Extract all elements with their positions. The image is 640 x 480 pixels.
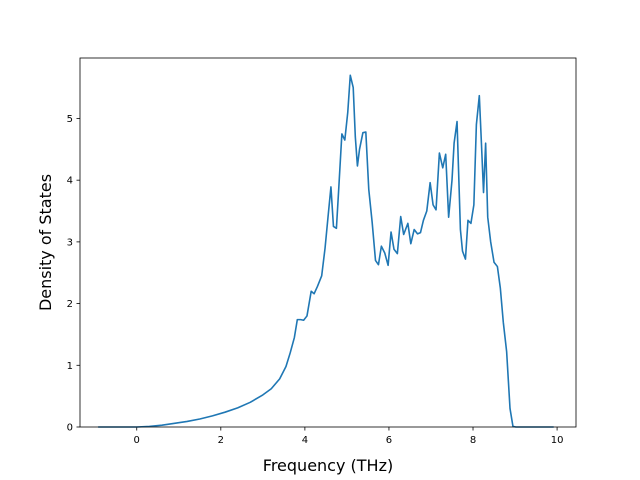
y-axis-ticks: 0 1 2 3 4 5 (67, 114, 80, 434)
x-tick-label: 6 (386, 435, 392, 446)
x-tick-label: 8 (470, 435, 476, 446)
x-axis-ticks: 0 2 4 6 8 10 (134, 427, 564, 446)
series-layer (98, 74, 554, 428)
plot-background (80, 58, 576, 427)
x-tick-label: 10 (551, 435, 564, 446)
x-tick-label: 0 (134, 435, 140, 446)
y-tick-label: 3 (67, 237, 73, 248)
dos-series-line (98, 74, 554, 428)
x-tick-label: 2 (218, 435, 224, 446)
y-axis-label: Density of States (36, 174, 55, 311)
y-tick-label: 5 (67, 114, 73, 125)
x-axis-label: Frequency (THz) (263, 456, 393, 475)
y-tick-label: 4 (67, 176, 73, 187)
y-tick-label: 2 (67, 299, 73, 310)
y-tick-label: 0 (67, 423, 73, 434)
plot-frame (79, 57, 577, 428)
x-tick-label: 4 (302, 435, 308, 446)
y-tick-label: 1 (67, 361, 73, 372)
